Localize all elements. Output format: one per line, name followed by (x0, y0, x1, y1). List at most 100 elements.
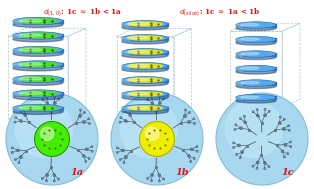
Ellipse shape (19, 34, 42, 36)
Polygon shape (122, 79, 129, 82)
Ellipse shape (236, 26, 276, 31)
Polygon shape (236, 82, 276, 85)
Polygon shape (236, 24, 242, 27)
Ellipse shape (122, 81, 168, 86)
Ellipse shape (19, 91, 57, 96)
Ellipse shape (128, 92, 149, 95)
Ellipse shape (128, 64, 162, 68)
Ellipse shape (236, 70, 276, 74)
Polygon shape (122, 23, 168, 26)
Polygon shape (13, 92, 63, 95)
Circle shape (35, 122, 69, 156)
Polygon shape (13, 106, 63, 110)
Circle shape (139, 122, 175, 156)
Ellipse shape (128, 78, 162, 82)
Polygon shape (122, 65, 168, 68)
Polygon shape (13, 63, 20, 66)
Ellipse shape (13, 104, 63, 112)
Ellipse shape (128, 50, 162, 54)
Polygon shape (122, 51, 129, 54)
Polygon shape (122, 79, 168, 82)
Ellipse shape (13, 51, 63, 56)
Ellipse shape (236, 55, 276, 60)
Ellipse shape (236, 51, 276, 57)
Ellipse shape (128, 78, 149, 81)
Ellipse shape (13, 75, 63, 83)
Ellipse shape (128, 50, 149, 53)
Ellipse shape (19, 77, 57, 81)
Ellipse shape (241, 67, 259, 69)
Polygon shape (122, 51, 168, 54)
Ellipse shape (13, 95, 63, 100)
Circle shape (111, 93, 203, 185)
Polygon shape (122, 93, 168, 96)
Circle shape (6, 93, 98, 185)
Ellipse shape (236, 22, 276, 28)
Ellipse shape (13, 61, 63, 68)
Ellipse shape (128, 36, 149, 39)
Ellipse shape (122, 95, 168, 100)
Ellipse shape (128, 92, 162, 96)
Ellipse shape (19, 92, 42, 94)
Ellipse shape (236, 36, 276, 43)
Polygon shape (122, 37, 168, 40)
Ellipse shape (13, 17, 63, 25)
Polygon shape (13, 19, 63, 23)
Polygon shape (236, 38, 276, 41)
Circle shape (120, 100, 177, 157)
Polygon shape (122, 65, 129, 68)
Ellipse shape (128, 106, 162, 110)
Text: 1b: 1b (176, 168, 189, 177)
Polygon shape (13, 77, 20, 81)
Polygon shape (236, 67, 242, 70)
Ellipse shape (19, 77, 42, 80)
Polygon shape (13, 34, 63, 37)
Ellipse shape (122, 20, 168, 28)
Text: 1c: 1c (281, 168, 294, 177)
Ellipse shape (19, 106, 57, 110)
Ellipse shape (128, 36, 162, 40)
Ellipse shape (122, 77, 168, 84)
Polygon shape (236, 53, 276, 56)
Ellipse shape (19, 48, 42, 51)
Polygon shape (13, 49, 63, 52)
Ellipse shape (19, 106, 42, 109)
Ellipse shape (19, 62, 57, 67)
Ellipse shape (19, 48, 57, 52)
Polygon shape (13, 106, 20, 110)
Polygon shape (122, 23, 129, 26)
Circle shape (216, 93, 308, 185)
Polygon shape (13, 19, 20, 23)
Ellipse shape (236, 84, 276, 88)
Ellipse shape (13, 109, 63, 114)
Ellipse shape (122, 35, 168, 42)
Polygon shape (236, 67, 276, 70)
Text: $d_{(slice)}$: 1c $\approx$ 1a < 1b: $d_{(slice)}$: 1c $\approx$ 1a < 1b (179, 6, 261, 18)
Ellipse shape (122, 105, 168, 112)
Ellipse shape (19, 19, 57, 23)
Ellipse shape (122, 109, 168, 114)
Ellipse shape (122, 67, 168, 72)
Ellipse shape (236, 94, 276, 101)
Ellipse shape (13, 37, 63, 42)
Ellipse shape (13, 32, 63, 39)
Ellipse shape (128, 64, 149, 67)
Ellipse shape (13, 66, 63, 71)
Polygon shape (13, 49, 20, 52)
Ellipse shape (236, 65, 276, 72)
Ellipse shape (128, 106, 149, 109)
Ellipse shape (122, 25, 168, 30)
Ellipse shape (128, 22, 162, 26)
Ellipse shape (241, 23, 259, 26)
Ellipse shape (241, 38, 259, 40)
Polygon shape (236, 53, 242, 56)
Circle shape (145, 127, 159, 140)
Ellipse shape (13, 22, 63, 27)
Ellipse shape (241, 81, 259, 84)
Polygon shape (13, 63, 63, 66)
Ellipse shape (241, 52, 259, 55)
Polygon shape (236, 24, 276, 27)
Ellipse shape (122, 39, 168, 44)
Polygon shape (13, 77, 63, 81)
Ellipse shape (122, 91, 168, 98)
